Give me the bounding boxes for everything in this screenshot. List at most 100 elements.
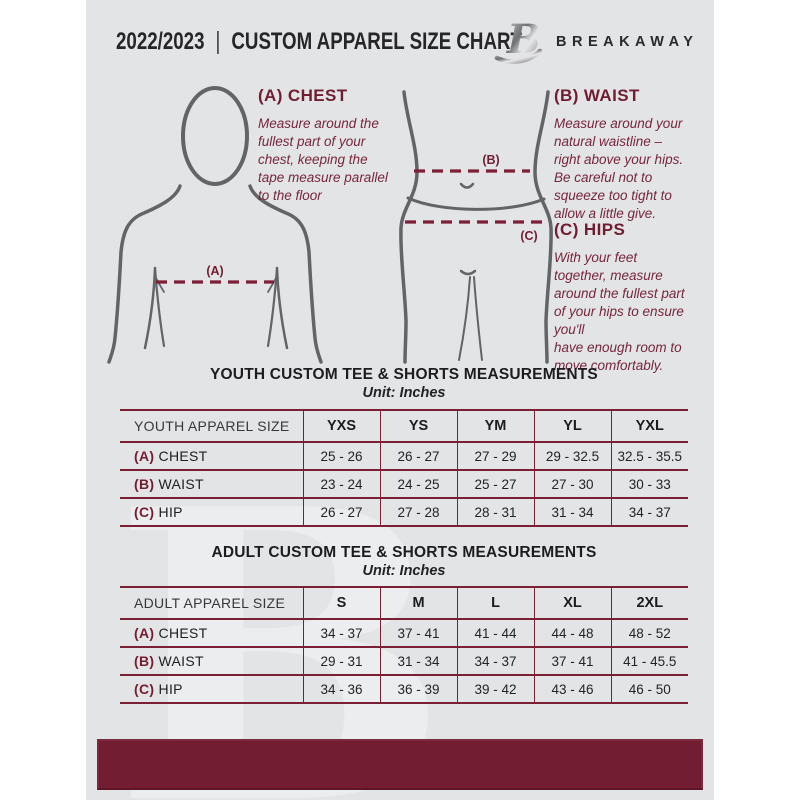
- adult-waist-label: (B) WAIST: [120, 647, 303, 675]
- hips-heading: (C) HIPS: [554, 220, 626, 239]
- season-label: 2022/2023: [116, 28, 205, 55]
- cell-value: 25 - 26: [302, 442, 380, 470]
- waist-hips-figure: (B) (C): [399, 90, 553, 364]
- youth-waist-label: (B) WAIST: [120, 470, 303, 498]
- row-marker: (A): [134, 625, 155, 641]
- cell-value: 43 - 46: [533, 675, 611, 703]
- cell-value: 31 - 34: [533, 498, 611, 526]
- adult-unit-label: Unit: Inches: [362, 563, 446, 579]
- document-title: CUSTOM APPAREL SIZE CHART: [231, 28, 522, 55]
- youth-col-ys: YS: [379, 410, 457, 442]
- left-inner-leg-line: [458, 276, 471, 361]
- brand-lockup: B BREAKAWAY: [494, 14, 698, 64]
- document-header: 2022/2023 | CUSTOM APPAREL SIZE CHART B: [86, 0, 714, 80]
- footer-bar: [97, 739, 703, 790]
- chest-heading: (A) CHEST: [258, 86, 348, 105]
- cell-value: 27 - 30: [533, 470, 611, 498]
- youth-size-column-header: YOUTH APPAREL SIZE: [134, 418, 290, 434]
- cell-value: 44 - 48: [533, 619, 611, 647]
- brand-name: BREAKAWAY: [556, 34, 699, 50]
- youth-col-ym: YM: [456, 410, 534, 442]
- youth-size-table: YOUTH APPAREL SIZE YXS YS YM YL YXL (A) …: [120, 409, 688, 527]
- youth-unit-label: Unit: Inches: [362, 385, 446, 401]
- cell-value: 37 - 41: [533, 647, 611, 675]
- cell-value: 48 - 52: [610, 619, 688, 647]
- cell-value: 34 - 37: [456, 647, 534, 675]
- row-name: WAIST: [158, 653, 204, 669]
- row-name: WAIST: [158, 476, 204, 492]
- hip-crease-line: [406, 196, 546, 211]
- right-shoulder-arm-outline: [248, 184, 323, 364]
- right-armpit-tick: [267, 275, 278, 293]
- adult-header-row: ADULT APPAREL SIZE S M L XL 2XL: [120, 587, 688, 619]
- youth-col-yxl: YXL: [610, 410, 688, 442]
- adult-section-title: ADULT CUSTOM TEE & SHORTS MEASUREMENTS: [211, 544, 597, 561]
- table-row: (A) CHEST 25 - 26 26 - 27 27 - 29 29 - 3…: [120, 442, 688, 470]
- left-torso-side-line: [153, 266, 166, 348]
- cell-value: 29 - 32.5: [533, 442, 611, 470]
- cell-value: 39 - 42: [456, 675, 534, 703]
- cell-value: 29 - 31: [302, 647, 380, 675]
- measurement-guide: (A) (B) (C) (A) CHEST Measure around the…: [86, 0, 714, 373]
- youth-col-yl: YL: [533, 410, 611, 442]
- adult-col-s: S: [302, 587, 380, 619]
- adult-size-column-header: ADULT APPAREL SIZE: [134, 595, 286, 611]
- front-torso-figure: (A): [107, 86, 323, 364]
- right-torso-side-line: [266, 266, 279, 348]
- cell-value: 23 - 24: [302, 470, 380, 498]
- left-shoulder-arm-outline: [107, 184, 182, 364]
- adult-col-xl: XL: [533, 587, 611, 619]
- adult-chest-label: (A) CHEST: [120, 619, 303, 647]
- cell-value: 34 - 37: [302, 619, 380, 647]
- right-hip-outline: [533, 90, 553, 364]
- waist-instruction-block: (B) WAIST Measure around your natural wa…: [554, 86, 710, 223]
- chest-description: Measure around the fullest part of your …: [258, 116, 388, 203]
- cell-value: 32.5 - 35.5: [610, 442, 688, 470]
- cell-value: 36 - 39: [379, 675, 457, 703]
- head-outline: [181, 86, 249, 186]
- cell-value: 41 - 44: [456, 619, 534, 647]
- adult-size-table: ADULT APPAREL SIZE S M L XL 2XL (A) CHES…: [120, 586, 688, 704]
- youth-header-row: YOUTH APPAREL SIZE YXS YS YM YL YXL: [120, 410, 688, 442]
- row-marker: (A): [134, 448, 155, 464]
- waist-description: Measure around your natural waistline – …: [554, 116, 684, 221]
- chest-marker-label: (A): [206, 264, 223, 278]
- row-name: CHEST: [158, 448, 208, 464]
- hips-description: With your feet together, measure around …: [554, 250, 685, 373]
- navel-mark: [459, 182, 475, 189]
- right-inner-leg-line: [473, 276, 483, 361]
- youth-section-title: YOUTH CUSTOM TEE & SHORTS MEASUREMENTS: [210, 366, 598, 383]
- cell-value: 46 - 50: [610, 675, 688, 703]
- size-chart-document: B 2022/2023 | CUSTOM APPAREL SIZE CHART: [86, 0, 714, 800]
- cell-value: 37 - 41: [379, 619, 457, 647]
- cell-value: 31 - 34: [379, 647, 457, 675]
- cell-value: 34 - 36: [302, 675, 380, 703]
- row-name: HIP: [158, 681, 183, 697]
- crotch-line: [459, 269, 477, 276]
- hips-instruction-block: (C) HIPS With your feet together, measur…: [554, 220, 710, 375]
- cell-value: 28 - 31: [456, 498, 534, 526]
- row-marker: (B): [134, 476, 155, 492]
- cell-value: 34 - 37: [610, 498, 688, 526]
- row-marker: (B): [134, 653, 155, 669]
- adult-col-2xl: 2XL: [610, 587, 688, 619]
- adult-hip-label: (C) HIP: [120, 675, 303, 703]
- adult-col-l: L: [456, 587, 534, 619]
- left-armpit-tick: [154, 275, 165, 293]
- cell-value: 24 - 25: [379, 470, 457, 498]
- cell-value: 25 - 27: [456, 470, 534, 498]
- cell-value: 27 - 28: [379, 498, 457, 526]
- right-inner-arm-line: [275, 266, 289, 350]
- waist-marker-label: (B): [482, 153, 499, 167]
- row-name: HIP: [158, 504, 183, 520]
- row-marker: (C): [134, 681, 155, 697]
- table-row: (B) WAIST 29 - 31 31 - 34 34 - 37 37 - 4…: [120, 647, 688, 675]
- row-name: CHEST: [158, 625, 208, 641]
- table-row: (A) CHEST 34 - 37 37 - 41 41 - 44 44 - 4…: [120, 619, 688, 647]
- youth-hip-label: (C) HIP: [120, 498, 303, 526]
- cell-value: 30 - 33: [610, 470, 688, 498]
- masthead-title: 2022/2023 | CUSTOM APPAREL SIZE CHART: [116, 27, 522, 56]
- left-hip-outline: [399, 90, 419, 364]
- left-inner-arm-line: [143, 266, 157, 350]
